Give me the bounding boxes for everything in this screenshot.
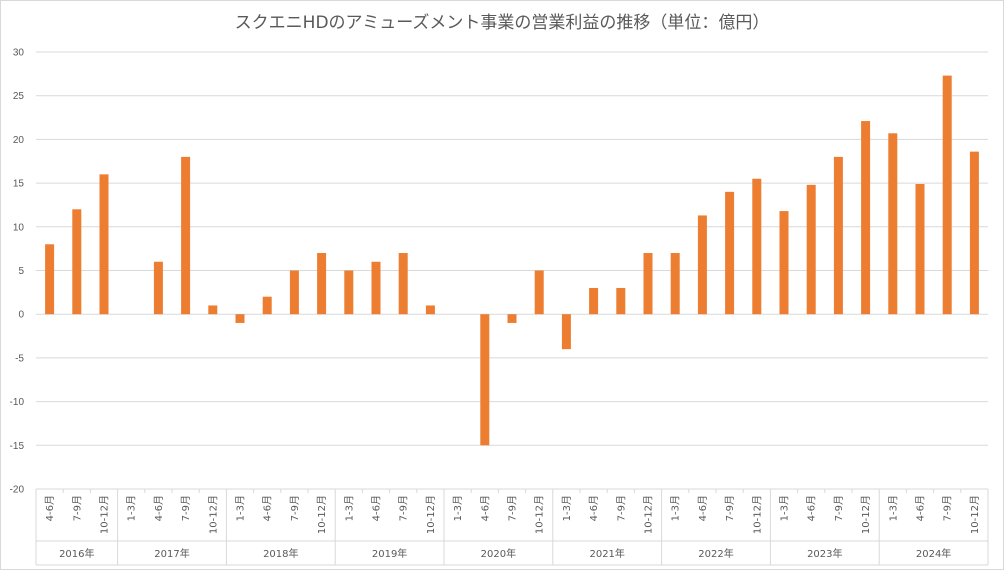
x-tick-label: 7-9月 [71,495,83,521]
x-tick-label: 7-9月 [833,495,845,521]
x-tick-label: 10-12月 [99,495,111,534]
y-tick-label: 25 [13,91,25,102]
bar [235,314,245,323]
y-tick-label: -5 [15,353,24,364]
bar [480,314,490,446]
bar [561,314,571,350]
x-tick-label: 1-3月 [561,495,573,521]
x-tick-label: 4-6月 [588,495,600,521]
y-tick-label: 30 [13,48,25,59]
bar [534,270,544,315]
bar [589,287,599,315]
x-tick-label: 7-9月 [180,495,192,521]
bar [72,209,82,315]
x-tick-label: 10-12月 [425,495,437,534]
bar [697,215,707,315]
x-tick-label: 7-9月 [289,495,301,521]
chart-title: スクエニHDのアミューズメント事業の営業利益の推移（単位：億円） [235,13,770,33]
x-tick-label: 7-9月 [615,495,627,521]
bar [643,253,653,315]
x-tick-label: 10-12月 [751,495,763,534]
x-tick-label: 10-12月 [316,495,328,534]
x-group-label: 2017年 [154,547,189,560]
x-tick-label: 1-3月 [235,495,247,521]
x-tick-label: 1-3月 [343,495,355,521]
bar [725,191,735,315]
bar [888,133,898,315]
bar [45,244,55,315]
bar [779,211,789,315]
bar [317,253,327,315]
x-group-label: 2023年 [807,547,842,560]
bar [208,305,218,315]
bar [371,261,381,315]
x-group-label: 2024年 [916,547,951,560]
x-group-label: 2020年 [481,547,516,560]
x-tick-label: 4-6月 [915,495,927,521]
y-tick-label: 0 [18,310,24,321]
x-axis: 4-6月 7-9月 10-12月 2016年 1-3月 4-6月 7-9月 10-12月 201… [35,488,989,566]
bar [99,174,109,315]
x-tick-label: 7-9月 [398,495,410,521]
x-tick-label: 7-9月 [942,495,954,521]
x-group-label: 2018年 [263,547,298,560]
y-tick-label: 20 [13,135,25,146]
x-tick-label: 4-6月 [697,495,709,521]
x-tick-label: 4-6月 [371,495,383,521]
bar [942,75,952,315]
bar [262,296,272,315]
y-tick-label: 5 [18,266,24,277]
x-tick-label: 7-9月 [507,495,519,521]
x-tick-label: 1-3月 [126,495,138,521]
y-tick-label: -20 [10,485,25,496]
x-tick-label: 4-6月 [153,495,165,521]
x-group-label: 2022年 [698,547,733,560]
x-tick-label: 10-12月 [860,495,872,534]
bar [616,287,626,315]
bar [344,270,354,315]
x-tick-label: 7-9月 [724,495,736,521]
y-tick-label: -10 [10,397,25,408]
y-tick-label: 10 [13,222,25,233]
bar [181,156,191,315]
bar [398,253,408,315]
bar [425,305,435,315]
y-tick-label: -15 [10,441,25,452]
x-tick-label: 4-6月 [479,495,491,521]
x-tick-label: 1-3月 [779,495,791,521]
y-axis-ticks: 30 25 20 15 10 5 0 -5 -10 -15 -20 [10,48,25,496]
x-group-label: 2021年 [589,547,624,560]
bar [670,253,680,315]
x-tick-label: 1-3月 [887,495,899,521]
x-group-label: 2016年 [59,547,94,560]
x-tick-label: 4-6月 [806,495,818,521]
x-tick-label: 1-3月 [452,495,464,521]
x-tick-label: 10-12月 [643,495,655,534]
bar [861,121,871,315]
x-tick-label: 10-12月 [207,495,219,534]
x-group-label: 2019年 [372,547,407,560]
bar [153,261,163,315]
bar [969,151,979,315]
x-tick-label: 10-12月 [534,495,546,534]
bar [833,156,843,315]
x-tick-label: 4-6月 [44,495,56,521]
x-tick-label: 10-12月 [969,495,981,534]
bars [45,75,979,446]
bar [915,183,925,315]
x-tick-label: 1-3月 [670,495,682,521]
bar [289,270,299,315]
bar [752,178,762,315]
bar [806,184,816,315]
gridlines [36,51,988,490]
bar [507,314,517,323]
y-tick-label: 15 [13,179,25,190]
x-tick-label: 4-6月 [262,495,274,521]
